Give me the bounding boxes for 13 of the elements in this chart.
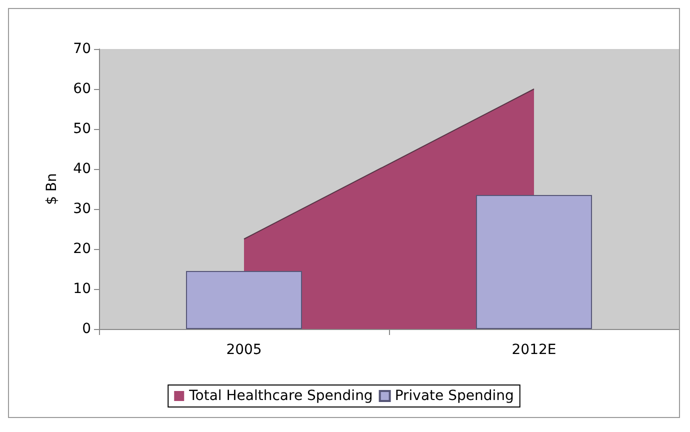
y-tick-label: 40 — [73, 161, 91, 177]
legend-label: Private Spending — [394, 388, 514, 404]
y-tick-label: 10 — [73, 281, 91, 297]
x-tick-label: 2012E — [512, 342, 556, 358]
y-tick-label: 70 — [73, 41, 91, 57]
y-tick-label: 20 — [73, 241, 91, 257]
y-tick-label: 0 — [82, 321, 91, 337]
x-tick-label: 2005 — [226, 342, 262, 358]
y-tick-label: 50 — [73, 121, 91, 137]
legend-label: Total Healthcare Spending — [188, 388, 373, 404]
y-tick-label: 30 — [73, 201, 91, 217]
y-tick-label: 60 — [73, 81, 91, 97]
y-axis-title: $ Bn — [44, 173, 60, 205]
